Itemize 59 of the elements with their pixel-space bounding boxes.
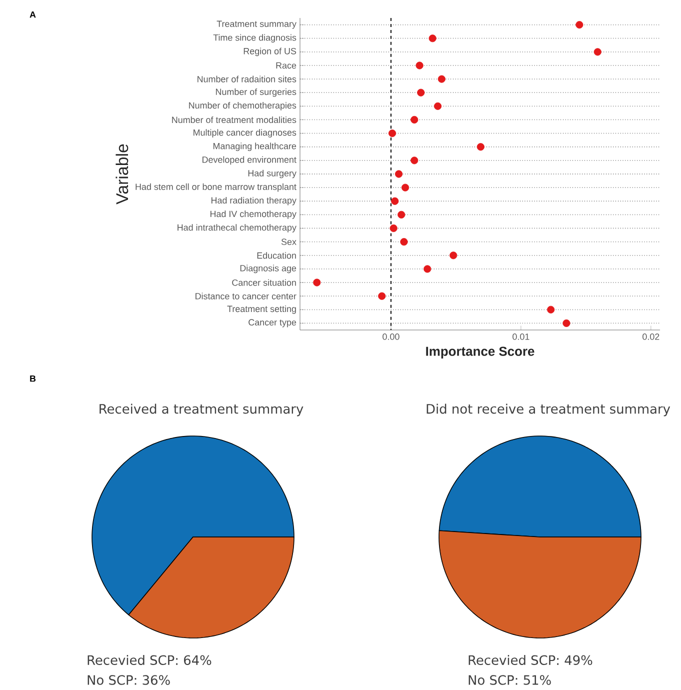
y-tick-label: Distance to cancer center xyxy=(196,292,296,300)
point xyxy=(576,20,584,29)
y-tick-label: Had intrathecal chemotherapy xyxy=(178,224,296,232)
text: No SCP: 51% xyxy=(468,675,551,685)
point xyxy=(438,75,446,83)
y-tick-label: Number of radaition sites xyxy=(198,76,296,82)
point xyxy=(424,265,432,273)
text: Recevied SCP: 49% xyxy=(468,654,592,666)
y-tick-label: Had stem cell or bone marrow transplant xyxy=(136,183,296,192)
y-tick-label: Managing healthcare xyxy=(213,142,296,152)
point xyxy=(428,34,436,42)
point xyxy=(434,102,442,110)
point xyxy=(476,143,484,151)
y-tick-label: Had IV chemotherapy xyxy=(210,210,296,219)
point xyxy=(410,156,418,164)
text: Recevied SCP: 64% xyxy=(88,654,212,666)
y-tick-label: Sex xyxy=(281,238,296,246)
point xyxy=(378,292,386,300)
y-tick-label: Had surgery xyxy=(248,170,296,178)
point xyxy=(391,197,399,205)
point xyxy=(394,170,403,178)
point xyxy=(410,116,418,124)
text: A xyxy=(30,12,36,18)
y-tick-label: Race xyxy=(276,62,296,69)
y-tick-label: Multiple cancer diagnoses xyxy=(194,129,296,138)
point xyxy=(450,252,458,260)
point xyxy=(547,306,555,314)
y-axis-title: Variable xyxy=(116,144,128,204)
y-tick-label: Cancer type xyxy=(248,319,296,328)
point xyxy=(398,210,406,218)
text: No SCP: 36% xyxy=(88,675,170,685)
point xyxy=(400,238,408,246)
x-tick-label: 0.00 xyxy=(382,334,400,340)
y-tick-label: Region of US xyxy=(244,48,296,56)
y-tick-label: Number of chemotherapies xyxy=(189,102,296,110)
chart-title: Received a treatment summary xyxy=(100,404,304,416)
y-tick-label: Time since diagnosis xyxy=(213,34,296,43)
point xyxy=(416,62,424,70)
y-tick-label: Developed environment xyxy=(202,156,296,165)
y-tick-label: Treatment summary xyxy=(216,20,296,29)
point xyxy=(390,224,398,232)
y-tick-label: Diagnosis age xyxy=(240,264,296,274)
y-tick-label: Had radiation therapy xyxy=(211,196,296,206)
text: B xyxy=(30,376,36,382)
x-axis-title: Importance Score xyxy=(426,346,534,358)
chart-title: Did not receive a treatment summary xyxy=(426,404,670,416)
y-tick-label: Number of treatment modalities xyxy=(172,116,296,124)
y-tick-label: Cancer situation xyxy=(232,279,296,286)
y-tick-label: Number of surgeries xyxy=(216,88,296,97)
point xyxy=(594,48,602,56)
point xyxy=(388,130,396,138)
y-tick-label: Treatment setting xyxy=(227,305,296,314)
x-tick-label: 0.01 xyxy=(512,334,530,340)
point xyxy=(401,184,410,192)
point xyxy=(562,319,570,328)
x-tick-label: 0.02 xyxy=(642,334,660,340)
point xyxy=(417,88,425,96)
point xyxy=(313,278,321,286)
y-tick-label: Education xyxy=(257,252,296,259)
